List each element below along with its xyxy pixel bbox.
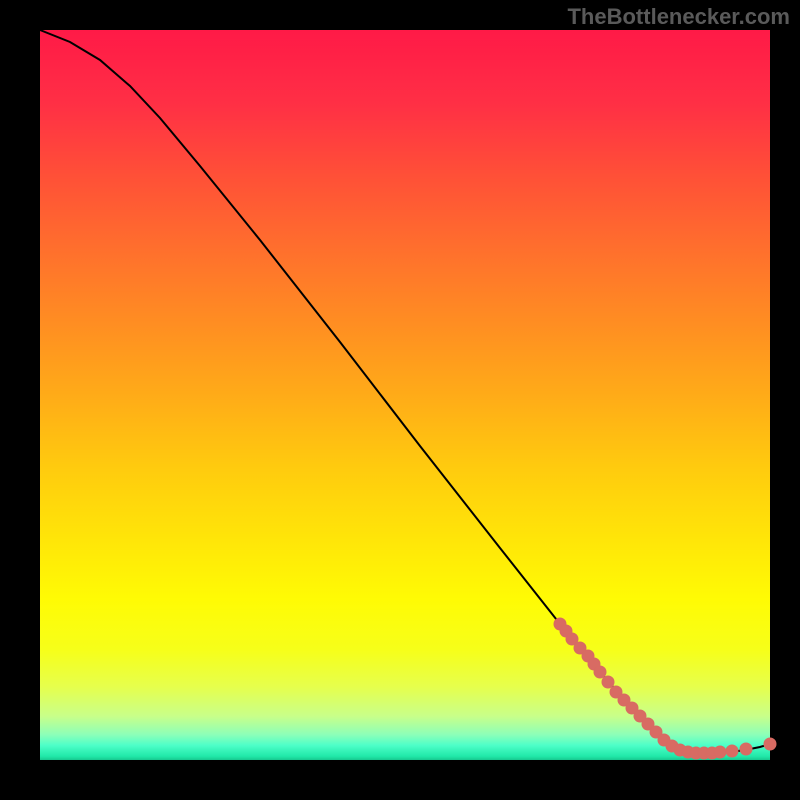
data-marker <box>740 743 752 755</box>
data-marker <box>726 745 738 757</box>
chart-frame: TheBottlenecker.com <box>0 0 800 800</box>
data-marker <box>594 666 606 678</box>
data-marker <box>714 746 726 758</box>
data-marker <box>602 676 614 688</box>
chart-svg <box>0 0 800 800</box>
watermark-text: TheBottlenecker.com <box>567 4 790 30</box>
data-marker <box>764 738 776 750</box>
plot-background <box>40 30 770 760</box>
